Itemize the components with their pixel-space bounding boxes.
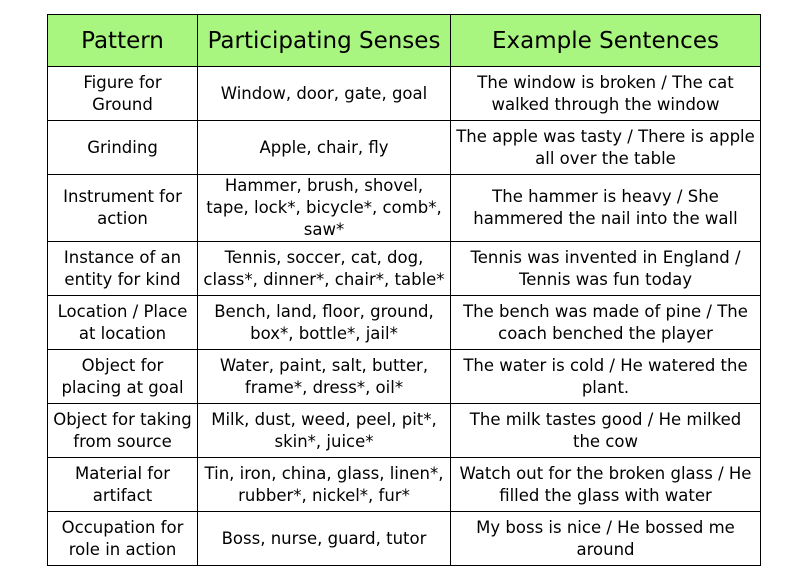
header-row: Pattern Participating Senses Example Sen… <box>47 14 761 67</box>
pattern-cell: Figure for Ground <box>47 66 198 121</box>
table-row: Object for taking from source Milk, dust… <box>47 403 761 458</box>
table-row: Location / Place at location Bench, land… <box>47 295 761 350</box>
examples-cell: Watch out for the broken glass / He fill… <box>450 457 761 512</box>
examples-cell: The bench was made of pine / The coach b… <box>450 295 761 350</box>
examples-cell: The water is cold / He watered the plant… <box>450 349 761 404</box>
pattern-cell: Instrument for action <box>47 174 198 242</box>
table-row: Figure for Ground Window, door, gate, go… <box>47 66 761 121</box>
examples-cell: The apple was tasty / There is apple all… <box>450 120 761 175</box>
table-row: Occupation for role in action Boss, nurs… <box>47 511 761 566</box>
table-row: Material for artifact Tin, iron, china, … <box>47 457 761 512</box>
pattern-cell: Grinding <box>47 120 198 175</box>
senses-cell: Window, door, gate, goal <box>197 66 451 121</box>
examples-cell: My boss is nice / He bossed me around <box>450 511 761 566</box>
senses-cell: Boss, nurse, guard, tutor <box>197 511 451 566</box>
senses-cell: Apple, chair, fly <box>197 120 451 175</box>
table-row: Instance of an entity for kind Tennis, s… <box>47 241 761 296</box>
senses-cell: Milk, dust, weed, peel, pit*, skin*, jui… <box>197 403 451 458</box>
examples-cell: Tennis was invented in England / Tennis … <box>450 241 761 296</box>
header-participating-senses: Participating Senses <box>197 14 451 67</box>
senses-cell: Tennis, soccer, cat, dog, class*, dinner… <box>197 241 451 296</box>
header-example-sentences: Example Sentences <box>450 14 761 67</box>
senses-table: Pattern Participating Senses Example Sen… <box>47 14 761 566</box>
senses-cell: Tin, iron, china, glass, linen*, rubber*… <box>197 457 451 512</box>
table-row: Instrument for action Hammer, brush, sho… <box>47 174 761 242</box>
pattern-cell: Location / Place at location <box>47 295 198 350</box>
senses-cell: Bench, land, floor, ground, box*, bottle… <box>197 295 451 350</box>
pattern-cell: Occupation for role in action <box>47 511 198 566</box>
examples-cell: The window is broken / The cat walked th… <box>450 66 761 121</box>
table-row: Grinding Apple, chair, fly The apple was… <box>47 120 761 175</box>
examples-cell: The hammer is heavy / She hammered the n… <box>450 174 761 242</box>
header-pattern: Pattern <box>47 14 198 67</box>
pattern-cell: Instance of an entity for kind <box>47 241 198 296</box>
pattern-cell: Object for placing at goal <box>47 349 198 404</box>
table-row: Object for placing at goal Water, paint,… <box>47 349 761 404</box>
senses-cell: Hammer, brush, shovel, tape, lock*, bicy… <box>197 174 451 242</box>
pattern-cell: Object for taking from source <box>47 403 198 458</box>
examples-cell: The milk tastes good / He milked the cow <box>450 403 761 458</box>
pattern-cell: Material for artifact <box>47 457 198 512</box>
senses-cell: Water, paint, salt, butter, frame*, dres… <box>197 349 451 404</box>
